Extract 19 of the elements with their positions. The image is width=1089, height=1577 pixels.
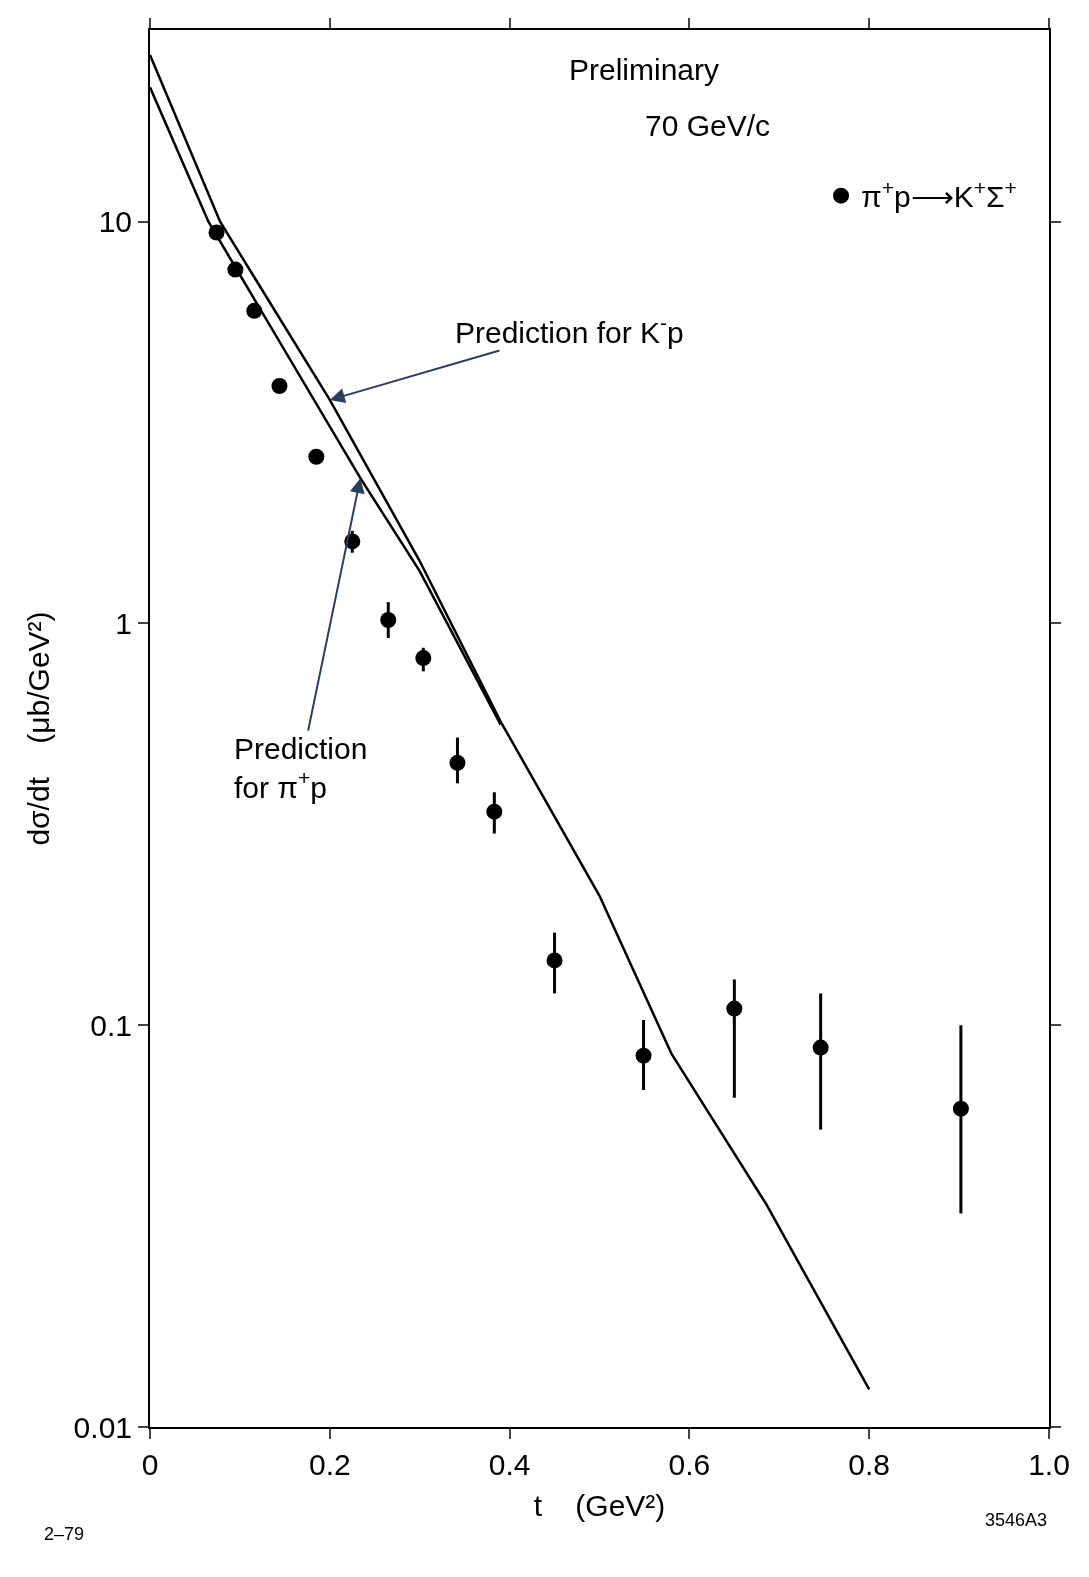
y-tick-label: 1 xyxy=(115,606,132,640)
y-axis-title: dσ/dt (μb/GeV²) xyxy=(22,611,56,846)
x-tick-label: 0.6 xyxy=(668,1448,711,1481)
annotation: Preliminary xyxy=(569,53,720,86)
annotation: Prediction for K$^{-}$p xyxy=(455,311,684,349)
legend-label: π$^{+}$p⟶K$^{+}$Σ$^{+}$ xyxy=(861,175,1017,214)
y-tick-label: 0.1 xyxy=(90,1008,132,1042)
annotation: 70 GeV/c xyxy=(645,109,771,142)
x-tick-label: 0.4 xyxy=(488,1448,531,1481)
x-tick-label: 1.0 xyxy=(1028,1448,1070,1481)
x-tick-label: 0.8 xyxy=(848,1448,891,1481)
annotation: Prediction for π$^{+}$p xyxy=(234,732,368,804)
text: 2–79 xyxy=(44,1524,85,1544)
x-tick-label: 0 xyxy=(141,1448,159,1481)
x-tick-label: 0.2 xyxy=(308,1448,351,1481)
y-tick-label: 10 xyxy=(98,205,132,239)
x-axis-title: t (GeV²) xyxy=(533,1489,666,1522)
text: 3546A3 xyxy=(985,1510,1048,1530)
y-tick-label: 0.01 xyxy=(73,1410,132,1444)
